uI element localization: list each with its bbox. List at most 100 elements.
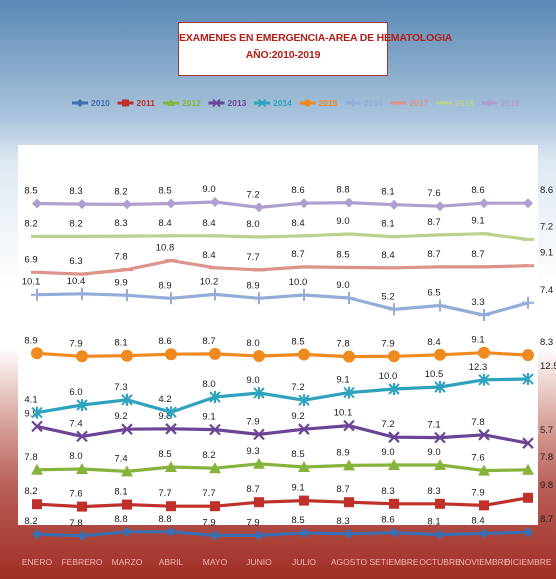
legend-marker-2016 [349,99,357,107]
series-line-2016 [36,292,529,317]
legend-label-2014: 2014 [273,98,292,108]
data-point-2018-1 [31,234,43,238]
data-point-2012-11 [478,464,490,476]
series-line-2014 [36,377,529,415]
data-point-2013-8 [343,419,355,432]
x-tick-label-5: MAYO [203,557,228,567]
data-point-2018-6 [253,235,265,239]
data-label-2018-3: 8.3 [114,218,127,229]
data-point-2016-7 [298,289,310,301]
data-label-2019-1: 8.5 [24,186,37,197]
data-point-2010-2 [77,530,87,541]
legend-label-2016: 2016 [364,98,383,108]
data-point-2011-12 [523,492,533,503]
data-point-2019-2 [77,199,87,210]
data-label-2014-11: 12.3 [469,362,488,373]
data-label-2019-6: 7.2 [246,189,259,200]
data-label-2019-11: 8.6 [471,185,484,196]
data-point-2018-3 [121,234,133,238]
data-point-2012-4 [165,461,177,472]
data-label-2016-1: 10.1 [22,277,41,288]
data-label-2012-1: 7.8 [24,452,37,463]
legend-label-2019: 2019 [501,98,520,108]
data-label-2011-8: 8.7 [336,484,349,495]
legend: 2010 2011 2012 2013 2014 2015 2016 2017 2018 2019 [72,98,520,108]
x-tick-label-10: OCTUBRE [419,557,461,567]
data-point-2016-4 [165,292,177,305]
data-point-2018-8 [343,232,355,236]
data-label-2010-5: 7.9 [202,517,215,528]
data-label-2010-11: 8.4 [471,515,484,526]
data-point-2019-10 [435,201,445,212]
x-tick-label-8: AGOSTO [331,557,368,567]
data-label-2019-3: 8.2 [114,186,127,197]
data-label-2014-7: 7.2 [291,382,304,393]
data-label-2013-12: 5.7 [540,425,553,436]
data-point-2015-5 [209,347,221,360]
data-label-2016-10: 6.5 [427,288,440,299]
legend-label-2012: 2012 [182,98,201,108]
data-label-2015-3: 8.1 [114,338,127,349]
data-point-2017-3 [121,268,133,272]
data-label-2017-1: 6.9 [24,254,37,265]
data-point-2010-6 [254,530,264,541]
data-label-2012-4: 8.5 [158,449,171,460]
series-line-2019 [36,200,528,209]
data-label-2012-10: 9.0 [427,447,440,458]
data-label-2017-11: 8.7 [471,249,484,260]
data-label-2015-11: 9.1 [471,335,484,346]
data-point-2015-2 [76,350,88,363]
data-point-2014-7 [298,394,310,407]
data-point-2010-4 [166,526,176,537]
data-point-2018-9 [388,235,400,239]
legend-marker-2015 [304,99,311,107]
data-label-2018-8: 9.0 [336,216,349,227]
data-point-2014-10 [434,381,446,393]
data-point-2011-1 [32,499,42,510]
data-point-2012-9 [388,459,400,470]
data-label-2010-8: 8.3 [336,516,349,527]
data-label-2019-7: 8.6 [291,185,304,196]
data-label-2013-11: 7.8 [471,417,484,428]
data-label-2015-7: 8.5 [291,337,304,348]
data-point-2012-1 [31,463,43,475]
data-point-2016-8 [343,292,355,304]
data-label-2018-10: 8.7 [427,217,440,228]
data-label-2015-4: 8.6 [158,336,171,347]
data-label-2018-5: 8.4 [202,218,215,229]
data-label-2010-12: 8.7 [540,514,553,525]
data-point-2010-3 [122,526,132,537]
data-label-2013-1: 9.9 [24,408,37,419]
legend-marker-2017 [394,102,403,104]
data-point-2012-5 [209,462,221,474]
data-label-2015-5: 8.7 [202,336,215,347]
data-label-2010-9: 8.6 [381,515,394,526]
data-label-2019-2: 8.3 [69,186,82,197]
x-tick-label-3: MARZO [112,557,143,567]
data-label-2017-2: 6.3 [69,256,82,267]
data-label-2011-9: 8.3 [381,486,394,497]
legend-label-2015: 2015 [319,98,338,108]
data-label-2012-3: 7.4 [114,453,127,464]
data-label-2017-4: 10.8 [156,243,175,254]
data-point-2019-7 [299,198,309,209]
legend-marker-2013 [212,98,221,108]
data-label-2014-5: 8.0 [202,379,215,390]
data-point-2013-5 [209,423,221,436]
legend-item-2014: 2014 [254,98,292,108]
x-tick-label-2: FEBRERO [61,557,102,567]
data-label-2016-12: 7.4 [540,285,553,296]
data-label-2016-8: 9.0 [336,280,349,291]
data-point-2017-5 [209,266,221,270]
data-point-2016-12 [522,296,534,309]
data-point-2012-6 [253,457,265,469]
data-point-2013-11 [478,429,490,441]
data-label-2013-3: 9.2 [114,411,127,422]
data-point-2014-12 [522,373,534,385]
data-point-2011-11 [479,500,489,511]
data-point-2010-1 [32,529,42,540]
data-point-2012-12 [522,463,534,475]
legend-item-2017: 2017 [390,98,429,108]
data-point-2011-9 [389,498,399,509]
data-point-2014-2 [76,399,88,411]
